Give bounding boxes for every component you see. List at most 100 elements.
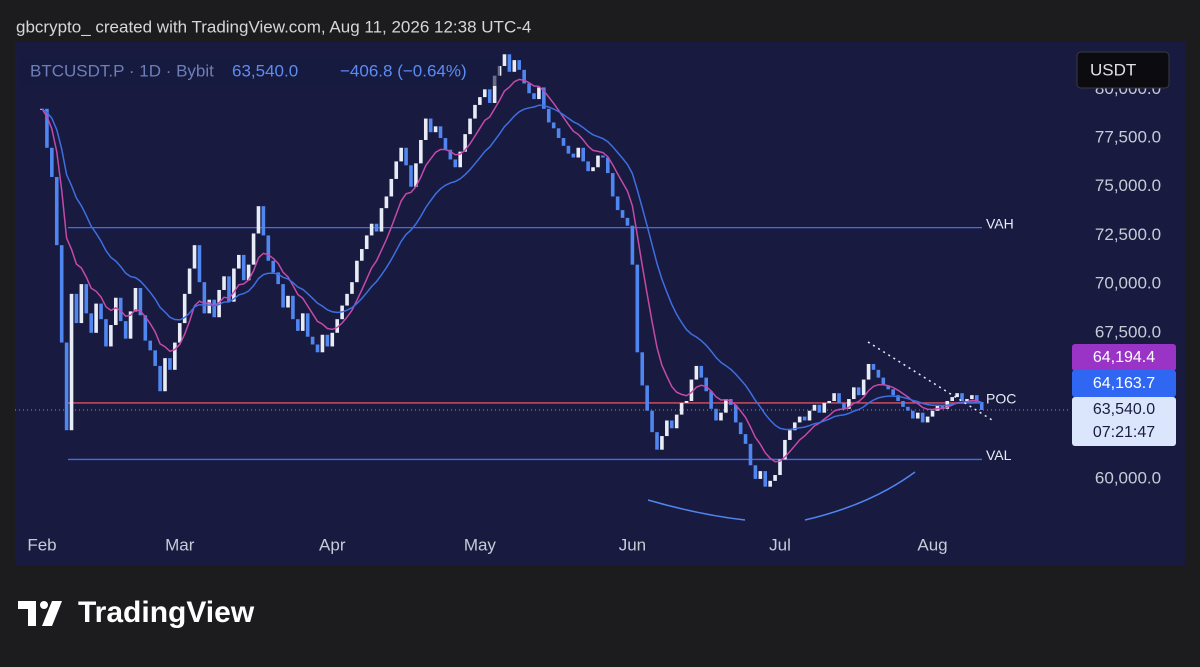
x-tick-label: Feb — [27, 535, 56, 554]
candle — [586, 161, 590, 172]
candle — [502, 54, 507, 66]
candle — [478, 97, 482, 105]
annotations — [647, 341, 993, 521]
candle — [296, 319, 300, 331]
candle — [448, 149, 453, 160]
candle — [901, 400, 905, 407]
candle — [979, 402, 984, 410]
candle — [419, 139, 423, 164]
currency-button[interactable] — [1076, 51, 1170, 89]
candle — [625, 217, 630, 226]
candle — [517, 60, 522, 70]
candle — [232, 268, 236, 302]
candle — [305, 313, 310, 337]
x-tick-label: Mar — [165, 535, 195, 554]
candle — [158, 365, 162, 392]
candle — [246, 264, 251, 281]
candle — [350, 282, 354, 294]
candle — [532, 93, 536, 100]
candle — [369, 223, 374, 236]
candle — [182, 293, 187, 324]
candle — [133, 288, 138, 312]
candle — [143, 315, 148, 341]
candle — [871, 363, 876, 370]
candle — [763, 471, 768, 487]
candle — [222, 276, 226, 290]
candle — [128, 311, 133, 339]
candle — [109, 325, 113, 347]
candle — [458, 151, 462, 168]
candle — [453, 159, 458, 168]
y-tick-label: 75,000.0 — [1095, 176, 1161, 195]
candle — [360, 249, 364, 261]
candle — [817, 404, 822, 413]
logo — [18, 601, 62, 626]
candle — [138, 288, 143, 316]
candle — [866, 363, 871, 380]
countdown: 07:21:47 — [1093, 424, 1155, 441]
candle — [965, 399, 969, 401]
candle — [197, 245, 202, 283]
candle — [561, 138, 566, 146]
candle — [492, 75, 497, 103]
candle — [192, 245, 197, 269]
candle — [891, 389, 895, 396]
candle — [719, 412, 723, 421]
candle — [374, 223, 379, 232]
candle — [581, 147, 585, 162]
candle — [665, 420, 669, 437]
candle — [281, 284, 285, 308]
logo-shape — [18, 601, 36, 626]
candle — [704, 377, 708, 392]
moving-average — [41, 78, 982, 463]
candle — [227, 276, 231, 302]
candle — [847, 399, 851, 409]
candle — [906, 406, 910, 411]
candle — [920, 412, 925, 423]
currency[interactable]: USDT — [1090, 60, 1136, 79]
candle — [640, 352, 645, 386]
candle — [173, 342, 177, 370]
candle — [261, 206, 266, 236]
candle — [542, 87, 546, 109]
candle — [335, 319, 339, 333]
level-label: POC — [986, 391, 1016, 407]
x-tick-label: Jul — [769, 535, 791, 554]
candle — [615, 196, 620, 211]
candle — [788, 430, 792, 440]
candle — [930, 410, 935, 417]
candle — [463, 134, 467, 152]
y-tick-label: 67,500.0 — [1095, 322, 1161, 341]
candle — [694, 365, 699, 380]
candle — [842, 402, 846, 409]
candle — [935, 404, 940, 411]
candle — [758, 471, 763, 479]
candle — [394, 161, 399, 179]
candle — [291, 295, 295, 320]
candle — [443, 138, 448, 150]
candle — [45, 108, 49, 148]
candle — [507, 54, 512, 72]
candle — [404, 147, 408, 166]
arc — [647, 499, 746, 521]
level-label: VAL — [986, 447, 1012, 463]
x-tick-label: Aug — [917, 535, 947, 554]
trendline — [867, 341, 993, 421]
level-label: VAH — [986, 215, 1014, 231]
candle — [812, 404, 817, 411]
candle — [950, 397, 954, 401]
candle — [576, 147, 581, 158]
candle — [89, 313, 93, 333]
candle — [487, 89, 492, 103]
legend-bg — [20, 58, 500, 86]
candle — [655, 432, 659, 450]
candle — [837, 393, 841, 403]
candle — [610, 173, 615, 197]
price-tag-label: 63,540.0 — [1093, 401, 1155, 418]
candle — [669, 420, 674, 429]
candle — [650, 410, 654, 433]
candle — [251, 233, 256, 265]
candle — [256, 206, 261, 234]
candle — [738, 422, 743, 435]
